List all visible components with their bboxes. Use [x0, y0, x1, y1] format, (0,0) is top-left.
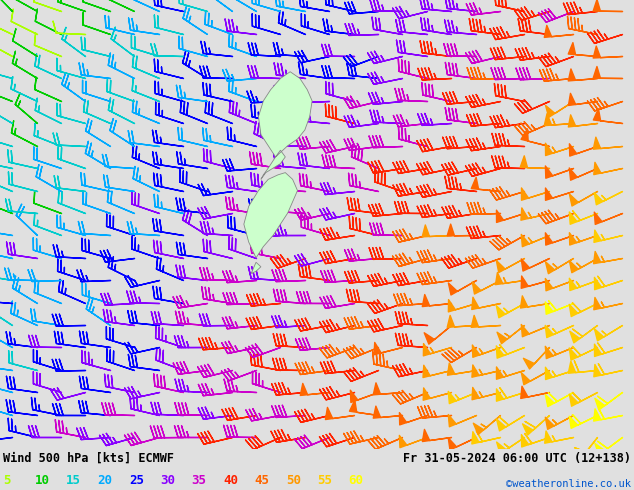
Text: Fr 31-05-2024 06:00 UTC (12+138): Fr 31-05-2024 06:00 UTC (12+138)	[403, 452, 631, 465]
Text: 55: 55	[317, 474, 332, 487]
Text: Wind 500 hPa [kts] ECMWF: Wind 500 hPa [kts] ECMWF	[3, 452, 174, 465]
Text: 35: 35	[191, 474, 207, 487]
Text: ©weatheronline.co.uk: ©weatheronline.co.uk	[506, 479, 631, 489]
Text: 45: 45	[254, 474, 269, 487]
Text: 60: 60	[349, 474, 364, 487]
Polygon shape	[244, 172, 297, 258]
Text: 30: 30	[160, 474, 175, 487]
Text: 10: 10	[35, 474, 49, 487]
Text: 25: 25	[129, 474, 144, 487]
Text: 50: 50	[286, 474, 301, 487]
Polygon shape	[251, 262, 261, 273]
Text: 40: 40	[223, 474, 238, 487]
Polygon shape	[259, 72, 312, 179]
Text: 5: 5	[3, 474, 11, 487]
Text: 15: 15	[66, 474, 81, 487]
Text: 20: 20	[98, 474, 112, 487]
